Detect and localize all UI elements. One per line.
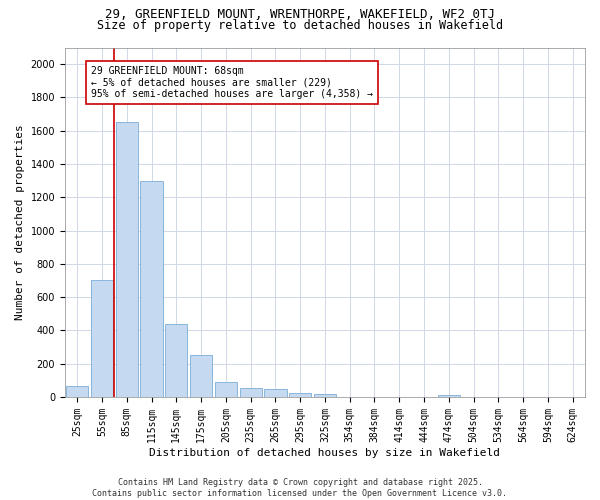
Bar	[437, 396, 460, 397]
Bar	[165, 324, 187, 397]
Bar	[215, 382, 237, 397]
Text: 29, GREENFIELD MOUNT, WRENTHORPE, WAKEFIELD, WF2 0TJ: 29, GREENFIELD MOUNT, WRENTHORPE, WAKEFI…	[105, 8, 495, 20]
Bar	[140, 180, 163, 397]
Text: Contains HM Land Registry data © Crown copyright and database right 2025.
Contai: Contains HM Land Registry data © Crown c…	[92, 478, 508, 498]
Bar	[314, 394, 336, 397]
Y-axis label: Number of detached properties: Number of detached properties	[15, 124, 25, 320]
Bar	[116, 122, 138, 397]
Bar	[91, 280, 113, 397]
Bar	[190, 356, 212, 397]
Bar	[264, 388, 287, 397]
Text: 29 GREENFIELD MOUNT: 68sqm
← 5% of detached houses are smaller (229)
95% of semi: 29 GREENFIELD MOUNT: 68sqm ← 5% of detac…	[91, 66, 373, 99]
Bar	[66, 386, 88, 397]
Text: Size of property relative to detached houses in Wakefield: Size of property relative to detached ho…	[97, 18, 503, 32]
Bar	[289, 393, 311, 397]
Bar	[239, 388, 262, 397]
X-axis label: Distribution of detached houses by size in Wakefield: Distribution of detached houses by size …	[149, 448, 500, 458]
